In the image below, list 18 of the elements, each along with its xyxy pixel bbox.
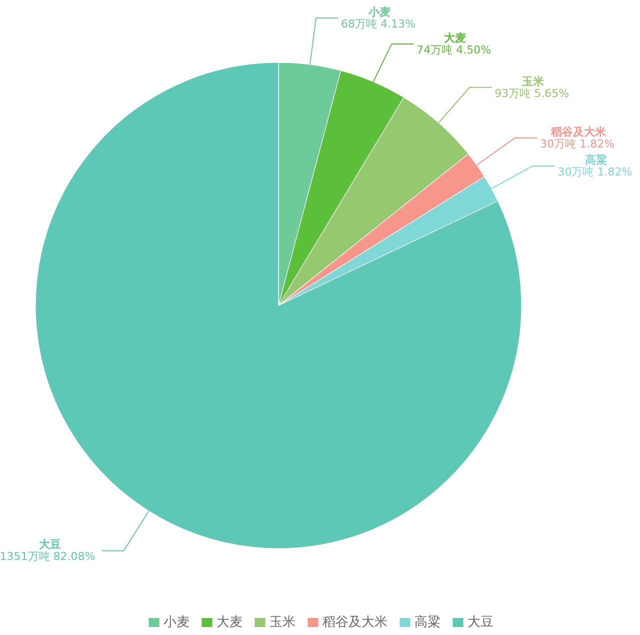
slice-label: 高粱	[585, 153, 608, 166]
data-label: 68万吨 4.13%	[341, 17, 416, 30]
slice-label: 稻谷及大米	[550, 125, 608, 138]
data-label: 93万吨 5.65%	[494, 86, 570, 100]
legend-label: 小麦	[164, 614, 190, 631]
legend-label: 大麦	[216, 614, 242, 631]
legend-label: 高粱	[414, 614, 440, 631]
legend-label: 玉米	[270, 614, 296, 631]
data-label: 74万吨 4.50%	[416, 43, 492, 56]
slice-label: 大麦	[444, 31, 466, 44]
legend-label: 稻谷及大米	[322, 614, 388, 631]
legend-label: 大豆	[468, 614, 494, 631]
data-label: 30万吨 1.82%	[558, 165, 632, 178]
slice-label: 大豆	[39, 538, 62, 552]
slice-label: 玉米	[521, 74, 546, 88]
slice-label: 小麦	[367, 5, 390, 18]
data-label: 30万吨 1.82%	[540, 137, 615, 150]
data-label: 1351万吨 82.08%	[0, 550, 96, 564]
